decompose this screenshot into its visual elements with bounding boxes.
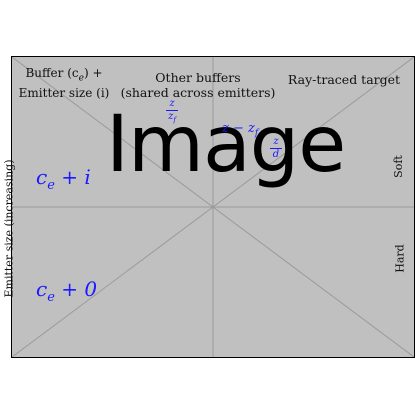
z-over-d-fraction: z d <box>270 137 282 160</box>
hard-axis-label: Hard <box>393 244 407 273</box>
ce-plus-0-expression: ce + 0 <box>36 277 98 305</box>
other-buffers-label: Other buffers (shared across emitters) <box>120 70 276 100</box>
image-placeholder <box>11 56 415 358</box>
image-placeholder-text: Image <box>106 100 346 190</box>
placeholder-cross-lines <box>12 57 414 357</box>
ce-plus-i-expression: ce + i <box>36 165 91 193</box>
emitter-size-axis-label: Emitter size (increasing) <box>2 159 16 298</box>
z-over-zf-fraction: z zf <box>166 99 178 125</box>
z-minus-zf-expression: z − zf <box>222 121 259 139</box>
ray-traced-target-label: Ray-traced target <box>287 72 401 87</box>
buffer-column-label: Buffer (ce) + Emitter size (i) <box>18 66 110 101</box>
soft-axis-label: Soft <box>391 155 405 178</box>
